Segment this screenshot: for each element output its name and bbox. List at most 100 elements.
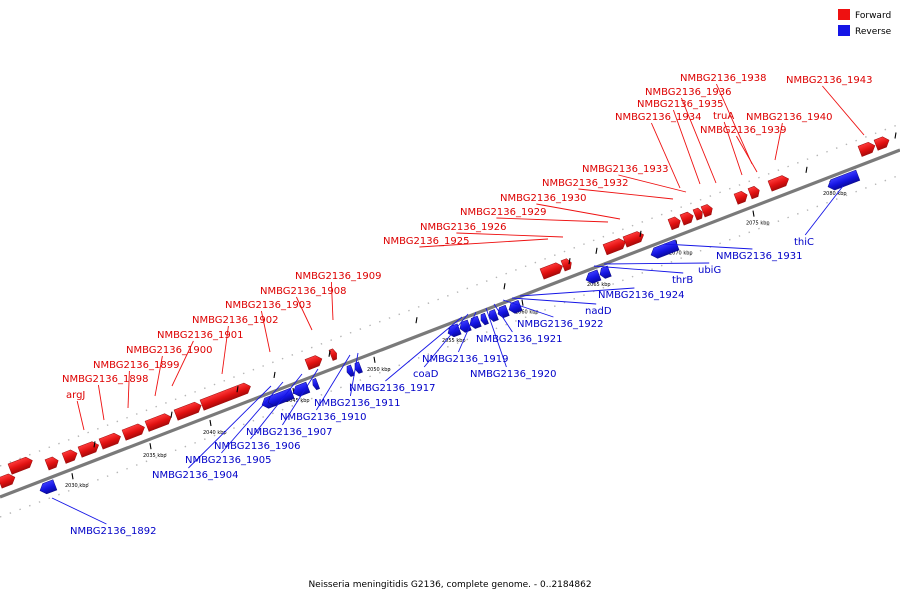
forward-gene-leader-nmbg2136-1929 [496,217,609,223]
forward-gene-1 [7,456,33,475]
forward-gene-label-nmbg2136-1938: NMBG2136_1938 [680,73,766,84]
forward-gene-8 [173,401,202,421]
forward-gene-24 [873,136,890,151]
forward-gene-12 [539,262,563,280]
forward-gene-3 [61,449,78,464]
forward-gene-2 [44,456,59,471]
forward-gene-leader-nmbg2136-1935 [672,109,701,185]
scale-tick-label: 2060 kbp [515,310,539,316]
forward-gene-leader-nmbg2136-1934 [650,122,681,189]
reverse-gene-label-thrb: thrB [672,275,693,286]
reverse-gene-30 [346,364,355,377]
forward-gene-16 [667,216,681,231]
forward-gene-label-nmbg2136-1899: NMBG2136_1899 [93,360,179,371]
forward-gene-label-nmbg2136-1901: NMBG2136_1901 [157,330,243,341]
scale-tick-label: 2055 kbp [442,338,466,344]
forward-gene-leader-nmbg2136-1943 [822,85,865,136]
gene-arrow [328,348,337,361]
forward-gene-label-nmbg2136-1939: NMBG2136_1939 [700,125,786,136]
forward-gene-6 [121,423,145,441]
forward-gene-leader-nmbg2136-1900 [154,355,163,397]
reverse-gene-leader-nmbg2136-1922 [502,299,554,318]
gene-gap-marker [503,283,506,290]
gene-arrow [733,190,748,205]
scale-tick-mark [752,210,755,217]
reverse-gene-label-nadd: nadD [585,306,612,317]
reverse-gene-leader-nmbg2136-1917 [385,316,463,382]
genome-track [0,148,900,499]
forward-gene-11 [328,348,337,361]
reverse-gene-42 [827,169,861,191]
forward-guide-track [0,123,900,467]
gene-arrow [7,456,33,475]
forward-gene-21 [747,186,760,200]
gene-gap-marker [639,230,642,237]
reverse-gene-leader-nmbg2136-1924 [519,287,635,297]
forward-gene-leader-nmbg2136-1933 [618,174,687,193]
reverse-gene-leader-nmbg2136-1904 [188,385,272,469]
reverse-gene-label-nmbg2136-1922: NMBG2136_1922 [517,319,603,330]
gene-gap-marker [894,132,897,139]
forward-gene-label-nmbg2136-1898: NMBG2136_1898 [62,374,148,385]
forward-gene-label-argj: argJ [66,390,85,401]
forward-gene-14 [602,238,626,256]
gene-gap-marker [93,441,96,448]
forward-gene-18 [692,207,703,221]
forward-gene-label-nmbg2136-1930: NMBG2136_1930 [500,193,586,204]
forward-gene-label-nmbg2136-1943: NMBG2136_1943 [786,75,872,86]
reverse-gene-leader-thrb [593,265,684,274]
gene-arrow [199,382,251,411]
forward-gene-leader-nmbg2136-1936 [680,97,717,184]
reverse-gene-leader-thic [804,185,844,236]
reverse-gene-label-nmbg2136-1921: NMBG2136_1921 [476,334,562,345]
forward-gene-label-nmbg2136-1908: NMBG2136_1908 [260,286,346,297]
gene-arrow [173,401,202,421]
gene-gap-marker [236,386,239,393]
forward-gene-9 [199,382,251,411]
scale-tick-mark [149,443,152,450]
scale-tick-label: 2070 kbp [669,250,693,256]
scale-tick-mark [71,473,74,480]
forward-gene-label-nmbg2136-1909: NMBG2136_1909 [295,271,381,282]
gene-arrow [700,204,713,218]
gene-labels: argJ NMBG2136_1898 NMBG2136_1899 NMBG2136_1… [62,73,872,537]
forward-gene-leader-nmbg2136-1903 [260,310,271,353]
forward-gene-label-nmbg2136-1934: NMBG2136_1934 [615,112,701,123]
forward-gene-17 [679,211,694,226]
reverse-gene-label-nmbg2136-1931: NMBG2136_1931 [716,251,802,262]
reverse-gene-39 [585,269,602,284]
reverse-gene-35 [480,312,489,326]
forward-gene-leader-nmbg2136-1926 [456,232,564,238]
scale-tick-label: 2080 kbp [823,191,847,197]
reverse-gene-leader-nmbg2136-1905 [221,381,284,454]
reverse-gene-label-nmbg2136-1910: NMBG2136_1910 [280,412,366,423]
forward-gene-19 [700,204,713,218]
gene-arrow [292,381,311,397]
forward-gene-leader-argj [76,400,85,431]
reverse-gene-label-nmbg2136-1906: NMBG2136_1906 [214,441,300,452]
forward-gene-10 [304,355,323,371]
scale-tick-label: 2040 kbp [203,430,227,436]
gene-arrow [539,262,563,280]
gene-arrow [346,364,355,377]
gene-arrow [304,355,323,371]
reverse-gene-label-ubig: ubiG [698,265,721,276]
scale-tick-mark [373,356,376,363]
gene-gap-marker [595,247,598,254]
reverse-gene-leader-ubig [603,262,710,265]
forward-gene-label-nmbg2136-1929: NMBG2136_1929 [460,207,546,218]
scale-tick-label: 2075 kbp [746,221,770,227]
gene-arrow [61,449,78,464]
gene-arrow [650,239,680,259]
forward-gene-label-nmbg2136-1935: NMBG2136_1935 [637,99,723,110]
forward-gene-leader-nmbg2136-1932 [578,188,674,200]
reverse-gene-leader-nmbg2136-1911 [349,352,359,397]
gene-gap-marker [568,258,571,265]
scale-tick-mark [209,419,212,427]
forward-gene-leader-nmbg2136-1898 [97,384,105,421]
forward-gene-leader-nmbg2136-1902 [221,325,229,375]
gene-arrow [602,238,626,256]
forward-gene-label-nmbg2136-1902: NMBG2136_1902 [192,315,278,326]
forward-gene-leader-nmbg2136-1901 [171,340,194,387]
